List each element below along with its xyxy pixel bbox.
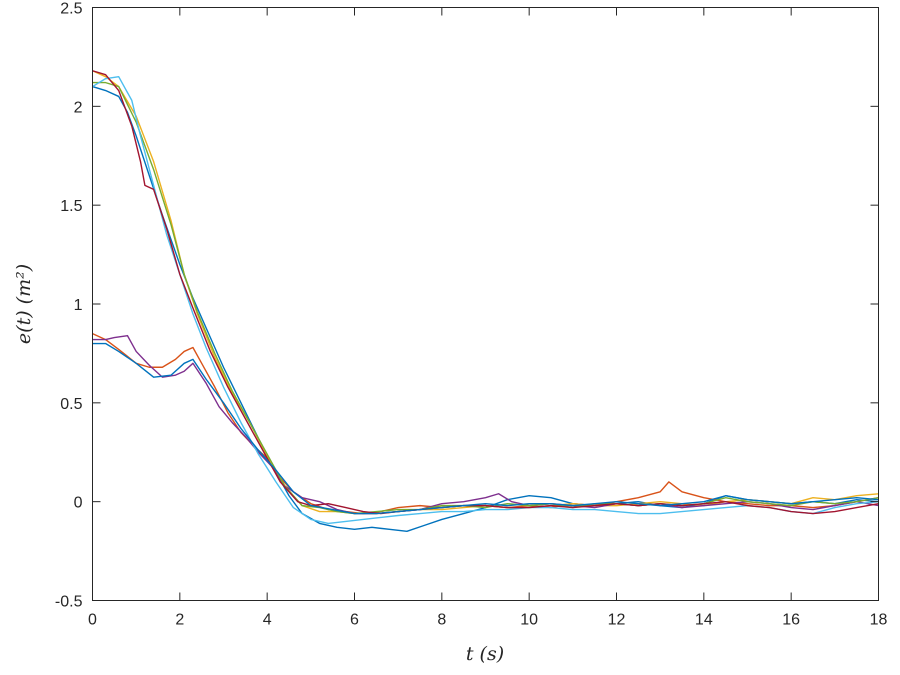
x-tick-label: 16 — [782, 612, 800, 629]
x-tick-label: 6 — [350, 612, 359, 629]
x-axis-label: t (s) — [466, 643, 504, 665]
ticks-layer: 0 2 4 6 8 10 12 14 16 18 -0.5 0 0.5 1 1.5 2 2.5 — [55, 1, 888, 629]
y-tick-label: 1 — [74, 297, 83, 314]
x-tick-label: 2 — [175, 612, 184, 629]
x-tick-label: 4 — [263, 612, 272, 629]
x-tick-label: 0 — [88, 612, 97, 629]
x-tick-label: 14 — [695, 612, 713, 629]
series-layer — [92, 70, 879, 533]
series-line-8 — [92, 342, 879, 515]
x-tick-label: 12 — [608, 612, 626, 629]
y-tick-label: 1.5 — [60, 198, 82, 215]
series-line-5 — [92, 81, 879, 515]
x-tick-label: 8 — [437, 612, 446, 629]
x-tick-label: 18 — [870, 612, 888, 629]
y-tick-label: 0.5 — [60, 396, 82, 413]
series-line-2 — [92, 333, 879, 515]
y-tick-label: 2 — [74, 99, 83, 116]
y-axis-label: e(t) (m²) — [13, 264, 35, 344]
y-tick-label: -0.5 — [55, 594, 83, 611]
y-tick-label: 2.5 — [60, 1, 82, 18]
x-tick-label: 10 — [520, 612, 538, 629]
y-tick-label: 0 — [74, 495, 83, 512]
